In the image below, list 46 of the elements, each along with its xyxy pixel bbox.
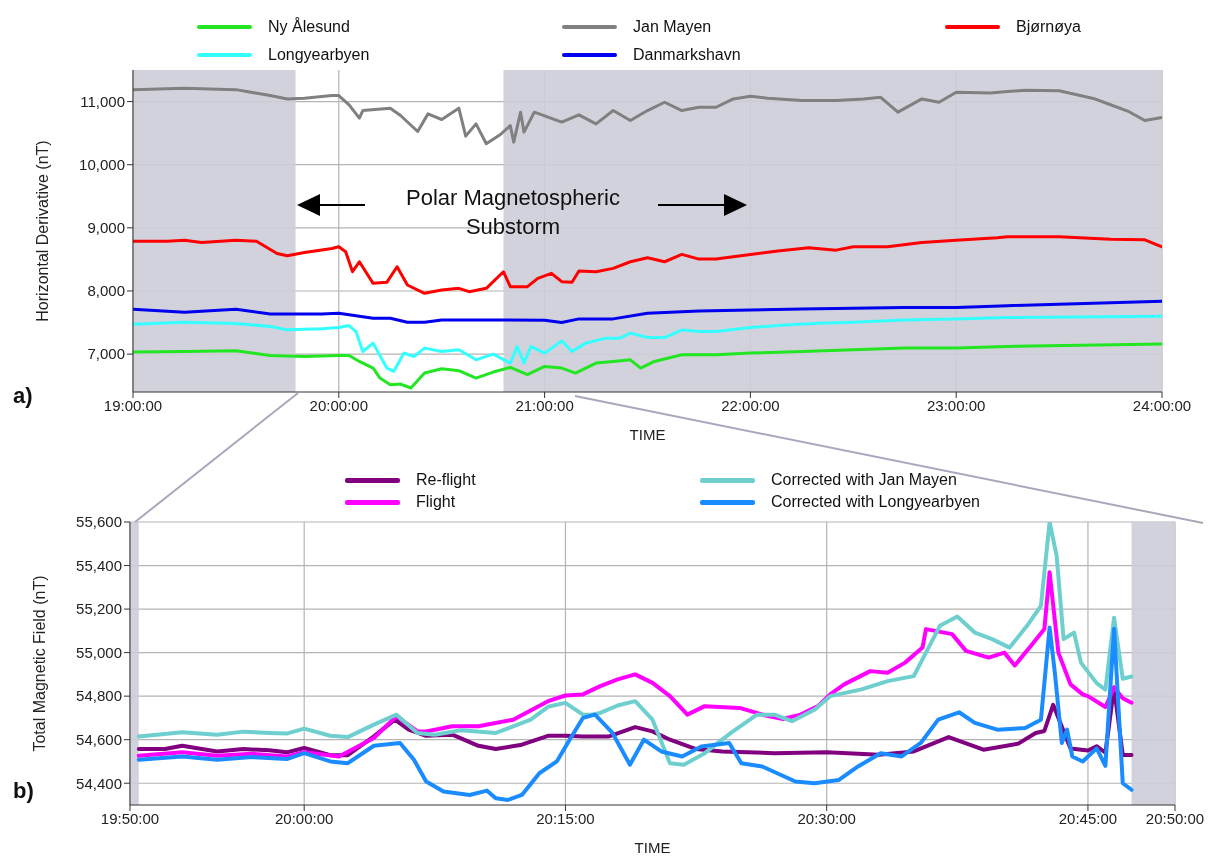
y-tick-label: 11,000 [80, 92, 125, 110]
line-series [136, 522, 1134, 767]
line-series [133, 314, 1162, 373]
legend-label: Ny Ålesund [268, 18, 350, 36]
x-tick-label: 20:30:00 [797, 809, 856, 827]
legend-label: Jan Mayen [633, 18, 712, 36]
text: b) [13, 777, 34, 805]
line-series [133, 299, 1162, 325]
y-tick-label: 10,000 [79, 156, 125, 174]
y-axis-title: Horizontal Derivative (nT) [33, 140, 51, 322]
legend-label: Corrected with Jan Mayen [771, 471, 957, 489]
x-tick-label: 20:45:00 [1058, 809, 1118, 827]
x-tick-label: 19:50:00 [100, 809, 160, 827]
x-axis-title: TIME [634, 839, 671, 856]
legend-label: Danmarkshavn [633, 46, 741, 64]
legend-label: Flight [416, 493, 456, 511]
line-series [133, 86, 1162, 146]
x-axis-title: TIME [629, 426, 666, 443]
annotation: Polar Magnetospheric Substorm [405, 184, 621, 241]
line-series [136, 625, 1134, 802]
y-tick-label: 54,600 [76, 731, 122, 749]
text: a) [13, 382, 33, 410]
x-tick-label: 24:00:00 [1132, 396, 1192, 414]
y-tick-label: 7,000 [87, 345, 125, 363]
y-tick-label: 55,400 [76, 556, 122, 574]
y-tick-label: 55,600 [76, 513, 122, 531]
legend-label: Re-flight [416, 471, 476, 489]
x-tick-label: 20:00:00 [309, 396, 368, 414]
legend-label: Corrected with Longyearbyen [771, 493, 981, 511]
y-tick-label: 54,400 [76, 774, 122, 792]
y-tick-label: 55,200 [76, 600, 122, 618]
y-tick-label: 54,800 [76, 687, 122, 705]
x-tick-label: 23:00:00 [927, 396, 986, 414]
y-tick-label: 9,000 [87, 219, 125, 237]
y-tick-label: 8,000 [87, 282, 125, 300]
legend-label: Longyearbyen [268, 46, 370, 64]
x-tick-label: 20:00:00 [275, 809, 334, 827]
line-series [133, 235, 1162, 295]
legend-label: Bjørnøya [1016, 18, 1081, 36]
y-axis-title: Total Magnetic Field (nT) [30, 575, 48, 752]
x-tick-label: 22:00:00 [721, 396, 780, 414]
y-tick-label: 55,000 [76, 643, 122, 661]
x-tick-label: 20:15:00 [536, 809, 595, 827]
x-tick-label: 20:50:00 [1145, 809, 1205, 827]
x-tick-label: 19:00:00 [103, 396, 163, 414]
x-tick-label: 21:00:00 [515, 396, 574, 414]
